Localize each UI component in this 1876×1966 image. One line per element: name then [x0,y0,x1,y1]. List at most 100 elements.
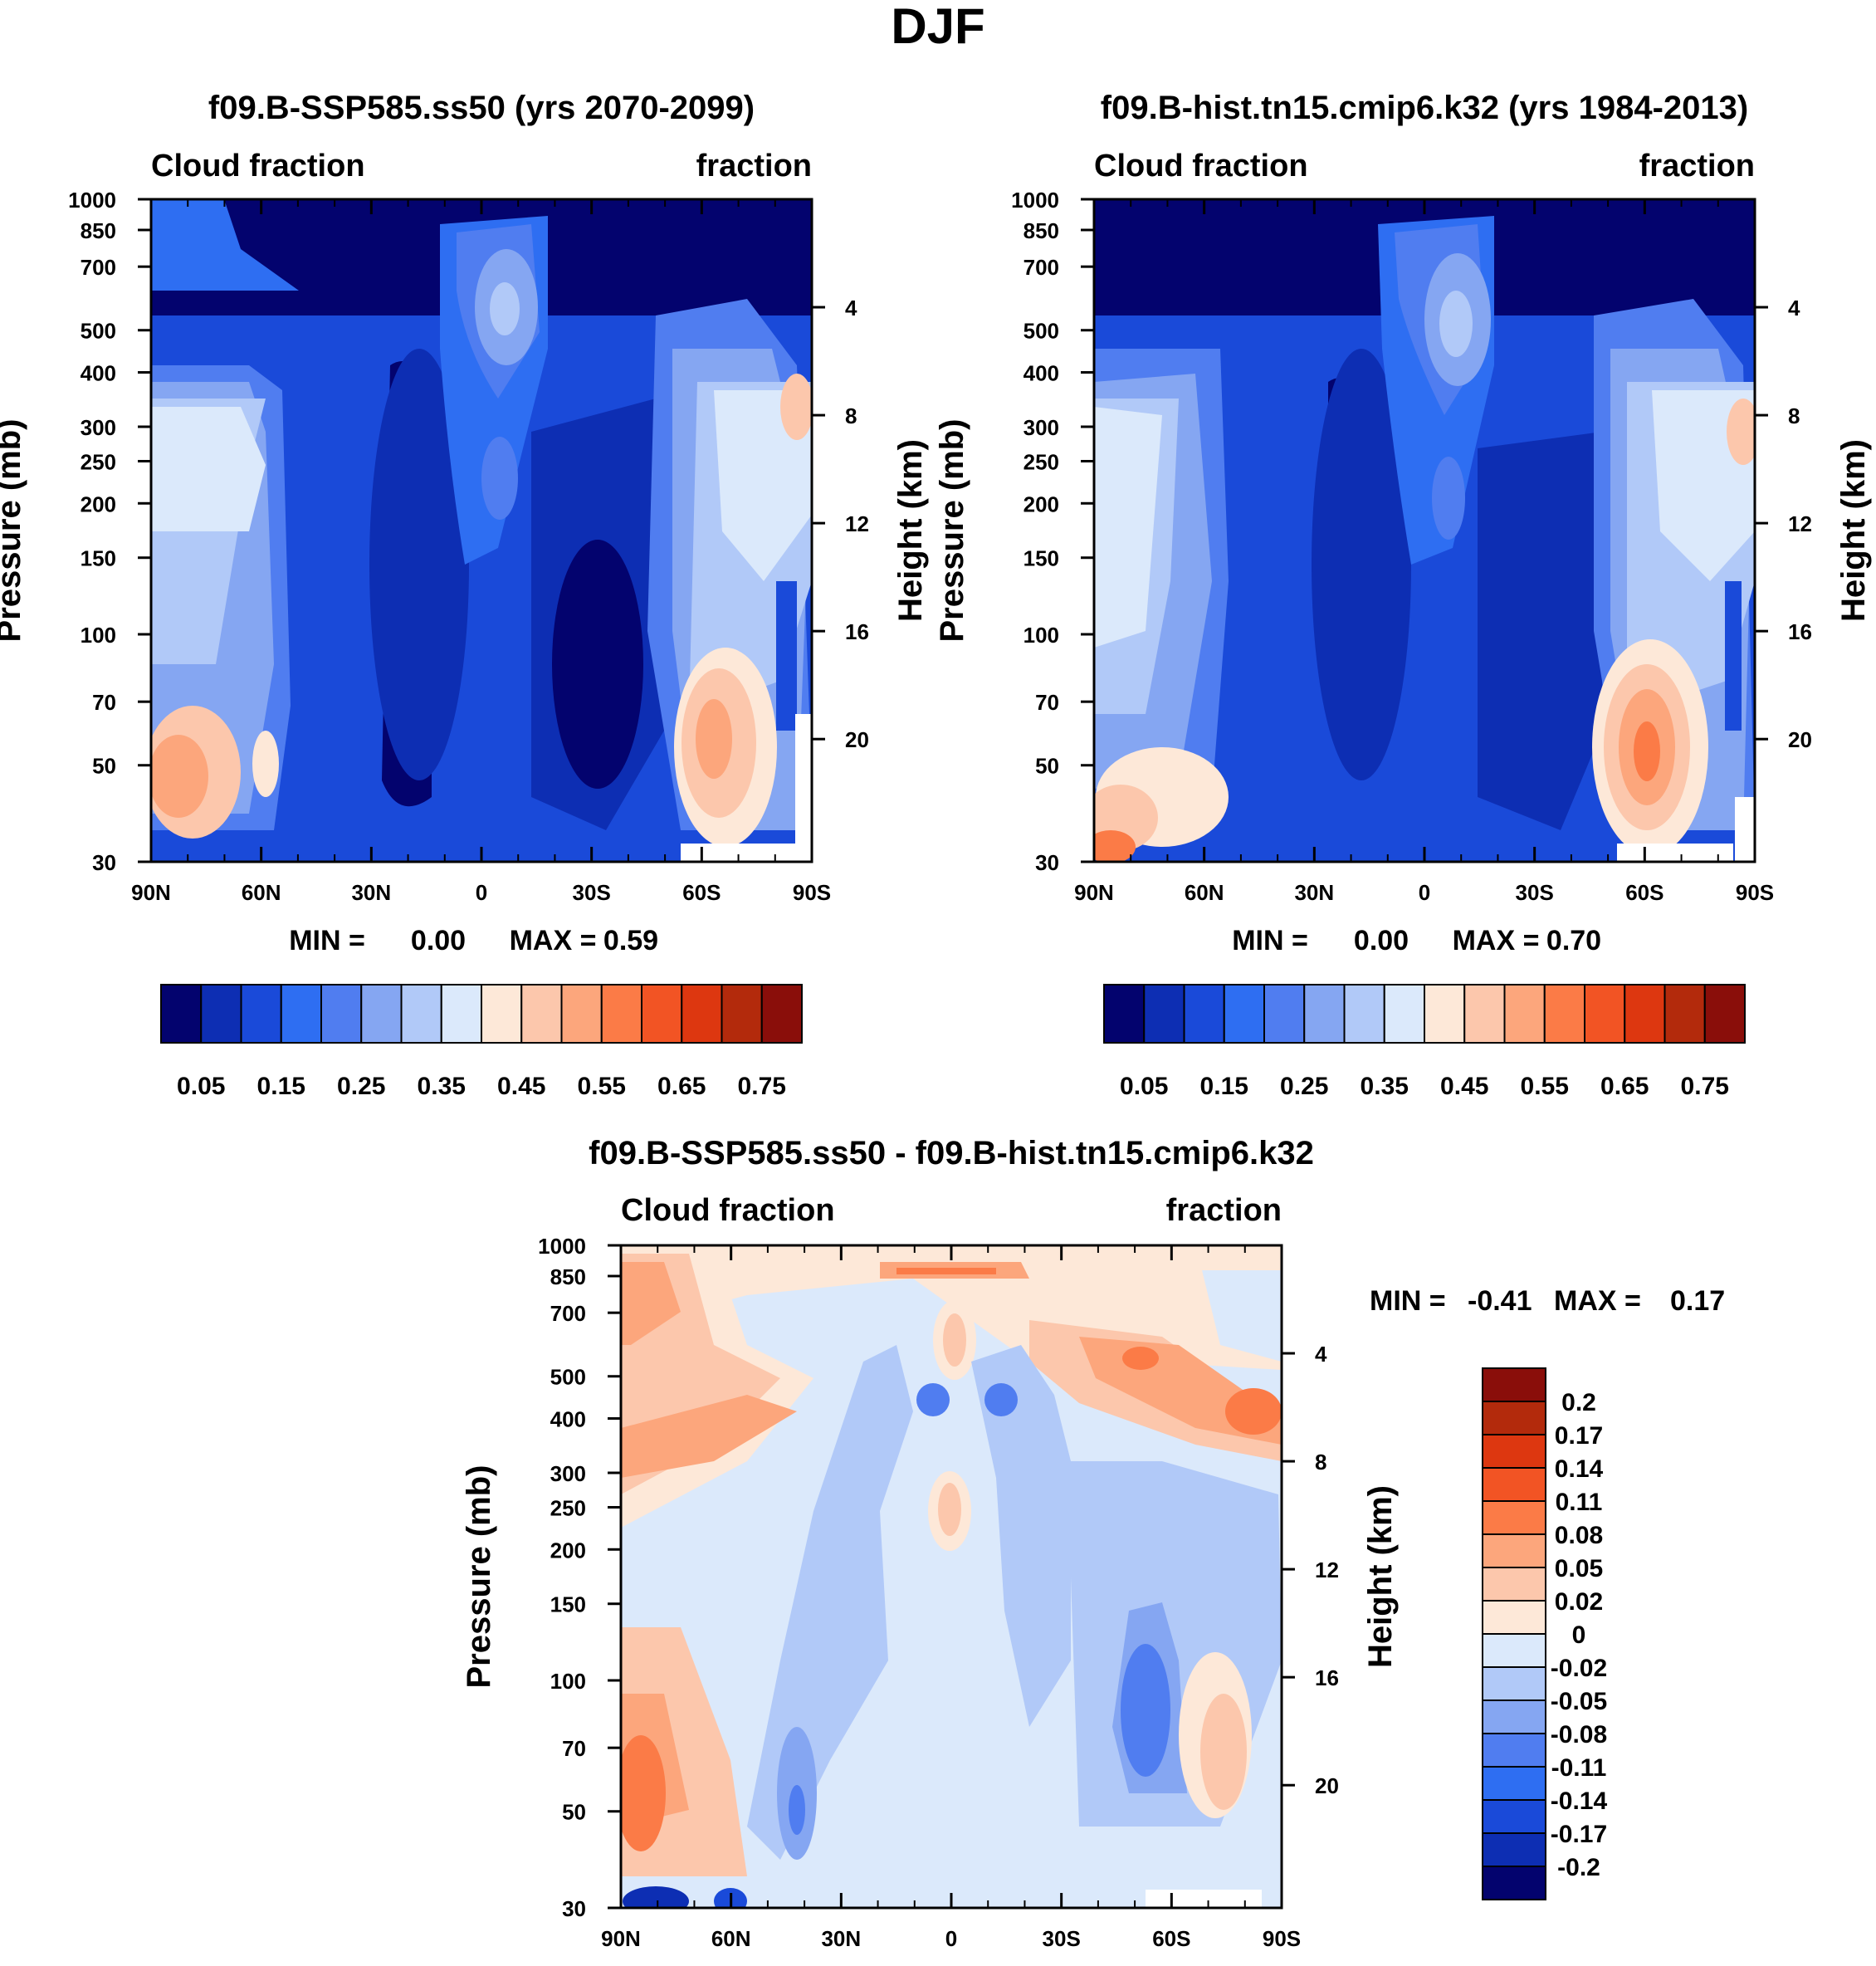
colorbar-swatch [1143,984,1185,1044]
y-tick-label: 300 [550,1461,586,1486]
colorbar-label: 0.45 [1440,1073,1488,1100]
y-tick-label: 70 [1035,690,1059,715]
y-axis-label: Pressure (mb) [461,1465,497,1689]
colorbar-swatch [1624,984,1666,1044]
y-tick-label: 1000 [68,188,116,213]
colorbar-swatch [160,984,203,1044]
colorbar-label: 0.65 [1600,1073,1649,1100]
x-tick-label: 0 [476,880,487,905]
colorbar-swatch [721,984,763,1044]
y-tick-label: 250 [1023,449,1059,474]
colorbar-swatch [240,984,282,1044]
panel-hist: f09.B-hist.tn15.cmip6.k32 (yrs 1984-2013… [1092,90,1756,863]
colorbar-swatch [1482,1500,1546,1535]
y-tick-label: 500 [81,319,116,344]
panel-title: f09.B-SSP585.ss50 (yrs 2070-2099) [208,90,755,126]
height-tick-label: 12 [1315,1558,1339,1582]
colorbar-label: -0.14 [1551,1787,1608,1815]
colorbar-swatch [681,984,723,1044]
colorbar-label: 0.55 [578,1073,626,1100]
x-tick-label: 90S [1736,880,1774,905]
colorbar-label: -0.05 [1551,1688,1607,1715]
colorbar-swatch [1482,1766,1546,1801]
right-string: fraction [1639,149,1755,183]
colorbar-swatch [1183,984,1225,1044]
colorbar-label: -0.17 [1551,1821,1607,1848]
x-tick-label: 0 [945,1926,957,1951]
height-tick-label: 20 [1315,1773,1339,1798]
colorbar-swatch [760,984,803,1044]
colorbar-label: 0.75 [738,1073,786,1100]
height-tick-label: 4 [1315,1342,1327,1367]
min-value: -0.41 [1468,1285,1532,1317]
colorbar-swatch [1482,1367,1546,1402]
colorbar-label: 0.75 [1681,1073,1729,1100]
x-tick-label: 60S [1625,880,1663,905]
x-tick-label: 30N [821,1926,861,1951]
colorbar-label: 0.25 [337,1073,385,1100]
colorbar-label: 0.11 [1556,1489,1603,1516]
colorbar-swatch [1343,984,1385,1044]
colorbar-swatch [1482,1699,1546,1734]
height-tick-label: 12 [1788,511,1812,536]
colorbar-swatch [1503,984,1546,1044]
x-tick-label: 60N [1185,880,1224,905]
colorbar-swatch [1663,984,1706,1044]
colorbar-swatch [1263,984,1306,1044]
y-tick-label: 30 [1035,850,1059,875]
height-tick-label: 8 [1315,1450,1326,1474]
colorbar-label: 0.17 [1555,1422,1603,1450]
height-tick-label: 16 [845,619,869,644]
y-tick-label: 150 [550,1592,586,1617]
contour-field [621,1245,1282,1908]
y-axis-label: Pressure (mb) [0,419,27,643]
colorbar-swatch [1482,1401,1546,1435]
left-string: Cloud fraction [151,149,365,183]
x-tick-label: 60N [711,1926,751,1951]
colorbar-swatch [1482,1467,1546,1502]
y-tick-label: 150 [1023,546,1059,571]
figure-title: DJF [891,0,984,54]
height-axis-label: Height (km) [1362,1485,1399,1668]
colorbar-swatch [1463,984,1506,1044]
max-value: 0.70 [1546,925,1601,956]
height-tick-label: 20 [1788,727,1812,752]
panel-title: f09.B-SSP585.ss50 - f09.B-hist.tn15.cmip… [589,1135,1314,1171]
colorbar-label: 0.02 [1555,1588,1603,1616]
colorbar-swatch [440,984,482,1044]
y-tick-label: 700 [81,255,116,280]
x-tick-label: 60S [1152,1926,1190,1951]
height-tick-label: 8 [1788,403,1800,428]
y-tick-label: 250 [550,1495,586,1520]
colorbar-swatch [320,984,363,1044]
y-tick-label: 850 [81,218,116,243]
y-tick-label: 300 [81,415,116,440]
max-label: MAX = [510,925,597,956]
colorbar-swatch [560,984,603,1044]
y-tick-label: 50 [92,754,116,779]
height-axis-label: Height (km) [1835,439,1872,622]
x-tick-label: 60S [682,880,721,905]
y-axis-label: Pressure (mb) [934,419,970,643]
y-tick-label: 200 [1023,492,1059,516]
colorbar-swatch [1482,1567,1546,1602]
colorbar-swatch [1103,984,1146,1044]
colorbar-swatch [1703,984,1746,1044]
y-tick-label: 100 [1023,623,1059,648]
x-tick-label: 60N [242,880,281,905]
y-tick-label: 30 [92,850,116,875]
colorbar-swatch [1584,984,1626,1044]
x-tick-label: 90S [1263,1926,1301,1951]
y-tick-label: 850 [550,1264,586,1289]
panel-ssp585: f09.B-SSP585.ss50 (yrs 2070-2099) Cloud … [149,90,813,863]
x-tick-label: 0 [1419,880,1430,905]
x-tick-label: 90N [601,1926,641,1951]
colorbar-label: 0.2 [1561,1389,1596,1416]
right-string: fraction [1166,1193,1282,1228]
colorbar-label: 0.14 [1555,1455,1604,1483]
colorbar-label: 0.08 [1555,1522,1603,1549]
y-tick-label: 1000 [1011,188,1059,213]
y-tick-label: 250 [81,449,116,474]
colorbar-label: 0.65 [657,1073,706,1100]
colorbar-label: 0.35 [1361,1073,1409,1100]
